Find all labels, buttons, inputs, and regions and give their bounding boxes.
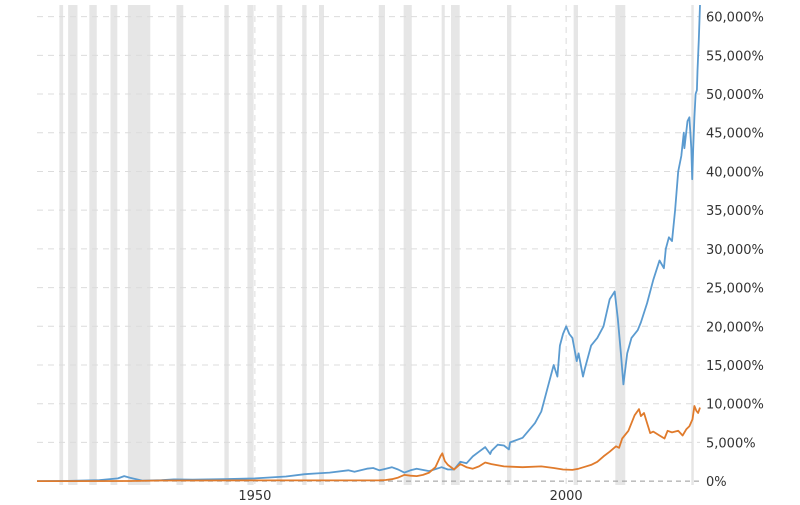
- y-tick-label: 5,000%: [706, 436, 756, 451]
- y-tick-label: 35,000%: [706, 204, 764, 219]
- y-tick-label: 50,000%: [706, 88, 764, 103]
- recession-band-3: [110, 5, 118, 485]
- recession-band-10: [319, 5, 324, 485]
- y-tick-label: 10,000%: [706, 398, 764, 413]
- y-tick-label: 60,000%: [706, 11, 764, 26]
- y-tick-label: 55,000%: [706, 49, 764, 64]
- series-lines: [36, 4, 701, 482]
- recession-band-2: [89, 5, 97, 485]
- series-line-0: [36, 4, 701, 482]
- x-tick-label: 2000: [550, 489, 583, 504]
- recession-band-4: [127, 5, 151, 485]
- recession-band-11: [378, 5, 385, 485]
- recession-band-17: [615, 5, 626, 485]
- recession-band-18: [691, 5, 694, 485]
- recession-band-13: [441, 5, 445, 485]
- recession-bands: [59, 5, 694, 485]
- y-tick-label: 30,000%: [706, 243, 764, 258]
- recession-band-1: [68, 5, 78, 485]
- recession-band-12: [403, 5, 412, 485]
- recession-band-6: [224, 5, 229, 485]
- y-tick-label: 45,000%: [706, 127, 764, 142]
- recession-band-7: [247, 5, 254, 485]
- recession-band-9: [302, 5, 307, 485]
- recession-band-14: [450, 5, 460, 485]
- series-line-1: [37, 405, 701, 482]
- gridlines: [37, 5, 700, 485]
- y-tick-label: 20,000%: [706, 320, 764, 335]
- recession-band-16: [573, 5, 578, 485]
- recession-band-5: [176, 5, 184, 485]
- x-tick-label: 1950: [238, 489, 271, 504]
- recession-band-0: [59, 5, 64, 485]
- recession-band-15: [507, 5, 512, 485]
- y-tick-label: 0%: [706, 475, 727, 490]
- y-tick-label: 25,000%: [706, 282, 764, 297]
- y-tick-label: 15,000%: [706, 359, 764, 374]
- y-axis-tick-labels: 0% 5,000% 10,000% 15,000% 20,000% 25,000% 30,0…: [706, 11, 764, 491]
- recession-band-8: [276, 5, 283, 485]
- y-tick-label: 40,000%: [706, 165, 764, 180]
- x-axis-tick-labels: 1950 2000: [238, 489, 582, 504]
